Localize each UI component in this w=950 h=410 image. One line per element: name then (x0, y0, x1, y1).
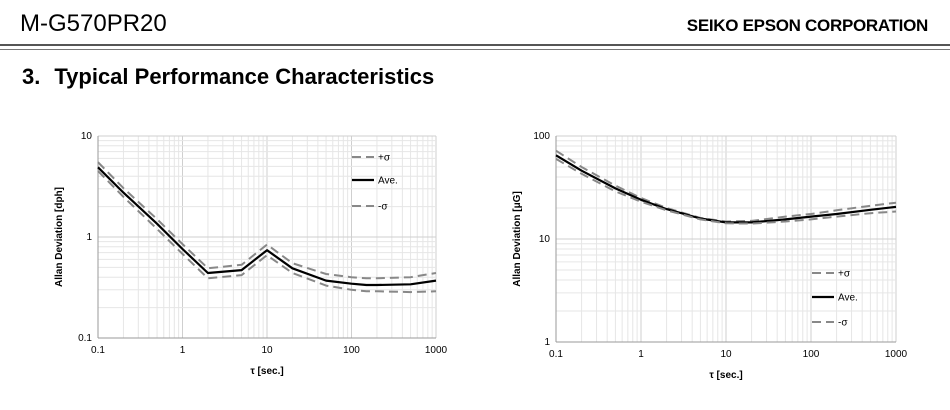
x-tick-label: 100 (343, 345, 360, 356)
x-tick-label: 100 (803, 349, 820, 360)
header-rule (0, 44, 950, 46)
y-tick-label: 100 (533, 131, 550, 142)
legend-label: Ave. (838, 293, 858, 304)
legend-label: +σ (838, 269, 851, 280)
legend-label: Ave. (378, 176, 398, 187)
section-heading: 3. Typical Performance Characteristics (22, 64, 434, 90)
y-axis-label: Allan Deviation [dph] (54, 187, 65, 287)
y-tick-label: 10 (539, 234, 551, 245)
corporation-name: SEIKO EPSON CORPORATION (686, 16, 929, 35)
minus-sigma-series-line (555, 158, 897, 225)
x-tick-label: 1 (180, 345, 186, 356)
section-number: 3. (22, 64, 41, 89)
document-id: M-G570PR20 (20, 10, 167, 37)
legend-label: +σ (378, 153, 391, 164)
header-rule-thin (0, 49, 950, 50)
gyro-allan-deviation-chart: 0.1 1 10 100 1000 0.1 1 10 τ [sec.] Allan Deviati… (54, 131, 448, 377)
x-tick-label: 1000 (885, 349, 908, 360)
x-tick-label: 1000 (425, 345, 448, 356)
y-tick-label: 10 (81, 131, 93, 142)
x-axis-label: τ [sec.] (709, 370, 742, 381)
y-tick-label: 0.1 (78, 333, 92, 344)
plus-sigma-series-line (97, 161, 437, 280)
legend-label: -σ (838, 318, 848, 329)
x-axis-label: τ [sec.] (250, 366, 283, 377)
average-series-line (97, 166, 437, 287)
section-title: Typical Performance Characteristics (54, 64, 435, 89)
chart-gridlines (97, 135, 437, 339)
legend-label: -σ (378, 202, 388, 213)
y-axis-label: Allan Deviation [μG] (512, 191, 523, 287)
y-tick-label: 1 (86, 232, 92, 243)
minus-sigma-series-line (97, 170, 437, 294)
x-tick-label: 10 (720, 349, 732, 360)
x-tick-label: 1 (638, 349, 644, 360)
chart-legend: +σ Ave. -σ (352, 153, 398, 213)
chart-gridlines (555, 135, 897, 343)
y-tick-label: 1 (544, 337, 550, 348)
chart-legend: +σ Ave. -σ (812, 269, 858, 329)
x-tick-label: 10 (261, 345, 273, 356)
x-tick-label: 0.1 (549, 349, 563, 360)
x-tick-label: 0.1 (91, 345, 105, 356)
